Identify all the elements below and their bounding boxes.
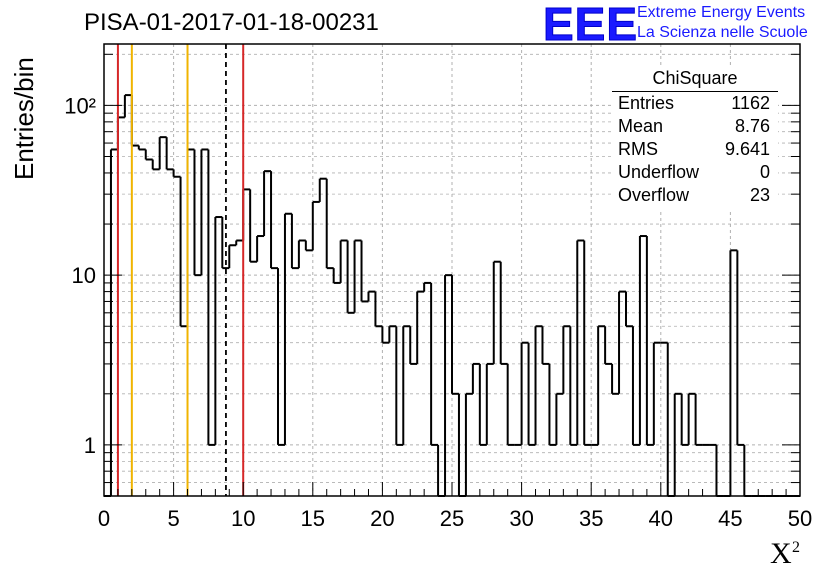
stats-value: 1162: [731, 93, 770, 113]
x-tick-label: 10: [231, 506, 255, 531]
stats-value: 23: [749, 185, 770, 205]
y-axis-label: Entries/bin: [9, 57, 39, 180]
x-axis-label-superscript: 2: [792, 539, 800, 556]
x-tick-labels: 0 5 10 15 20 25 30 35 40 45 50: [98, 506, 812, 531]
eee-logo: EEE: [542, 0, 639, 50]
stats-row-overflow: Overflow 23: [618, 185, 770, 207]
x-tick-label: 40: [649, 506, 673, 531]
x-tick-label: 20: [370, 506, 394, 531]
stats-value: 9.641: [724, 139, 770, 159]
x-tick-label: 25: [440, 506, 464, 531]
stats-value: 8.76: [734, 116, 770, 136]
x-tick-label: 5: [167, 506, 179, 531]
stats-divider: [612, 91, 778, 92]
x-tick-label: 15: [301, 506, 325, 531]
stats-key: Overflow: [618, 185, 690, 205]
y-tick-labels: 1 10 10²: [64, 93, 96, 457]
histogram-series: [104, 94, 800, 497]
plot-title: PISA-01-2017-01-18-00231: [84, 9, 379, 36]
logo-line-2: La Scienza nelle Scuole: [637, 24, 808, 41]
x-tick-label: 30: [509, 506, 533, 531]
stats-key: Underflow: [618, 162, 700, 182]
y-tick-label: 10²: [64, 93, 96, 118]
x-tick-label: 50: [788, 506, 812, 531]
reference-lines: [116, 44, 245, 496]
stats-box: ChiSquare Entries 1162 Mean 8.76 RMS 9.6…: [612, 68, 778, 210]
x-tick-label: 45: [718, 506, 742, 531]
x-axis-label: X: [770, 537, 792, 570]
y-tick-label: 1: [84, 433, 96, 458]
y-tick-label: 10: [72, 263, 96, 288]
stats-key: RMS: [618, 139, 658, 159]
stats-value: 0: [759, 162, 770, 182]
stats-key: Mean: [618, 116, 664, 136]
stats-key: Entries: [618, 93, 675, 113]
x-tick-label: 35: [579, 506, 603, 531]
axis-ticks: [103, 53, 801, 496]
stats-row-rms: RMS 9.641: [618, 139, 770, 161]
x-tick-label: 0: [98, 506, 110, 531]
stats-row-mean: Mean 8.76: [618, 116, 770, 138]
stats-title: ChiSquare: [652, 68, 738, 88]
stats-row-entries: Entries 1162: [618, 93, 770, 115]
stats-row-underflow: Underflow 0: [618, 162, 770, 184]
logo-line-1: Extreme Energy Events: [637, 4, 806, 21]
